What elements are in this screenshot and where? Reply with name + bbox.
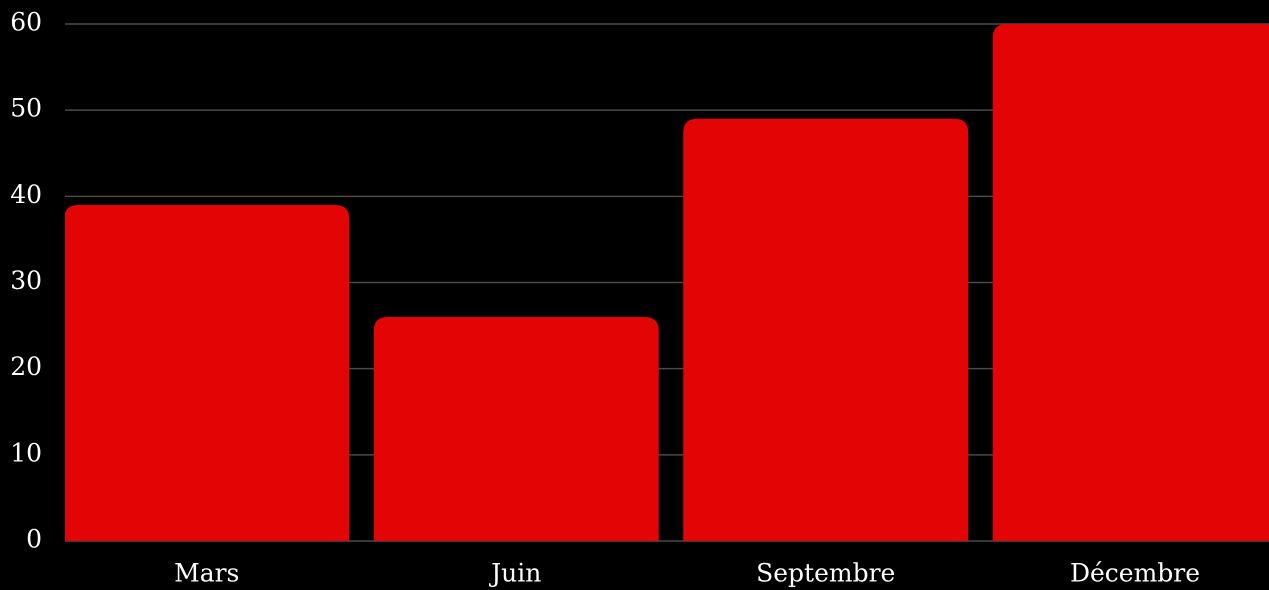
y-tick-label: 40 xyxy=(10,180,42,209)
x-tick-label: Septembre xyxy=(756,559,895,588)
x-tick-label: Décembre xyxy=(1070,559,1200,588)
bar xyxy=(992,24,1269,541)
y-tick-label: 20 xyxy=(10,352,42,381)
bar xyxy=(65,204,350,541)
y-tick-label: 60 xyxy=(10,8,42,37)
x-tick-label: Mars xyxy=(174,559,239,588)
y-tick-label: 50 xyxy=(10,94,42,123)
x-tick-label: Juin xyxy=(488,559,541,588)
y-tick-label: 30 xyxy=(10,266,42,295)
bar xyxy=(373,316,659,541)
y-tick-label: 10 xyxy=(10,438,42,467)
bar xyxy=(683,118,969,542)
y-tick-label: 0 xyxy=(26,525,42,554)
